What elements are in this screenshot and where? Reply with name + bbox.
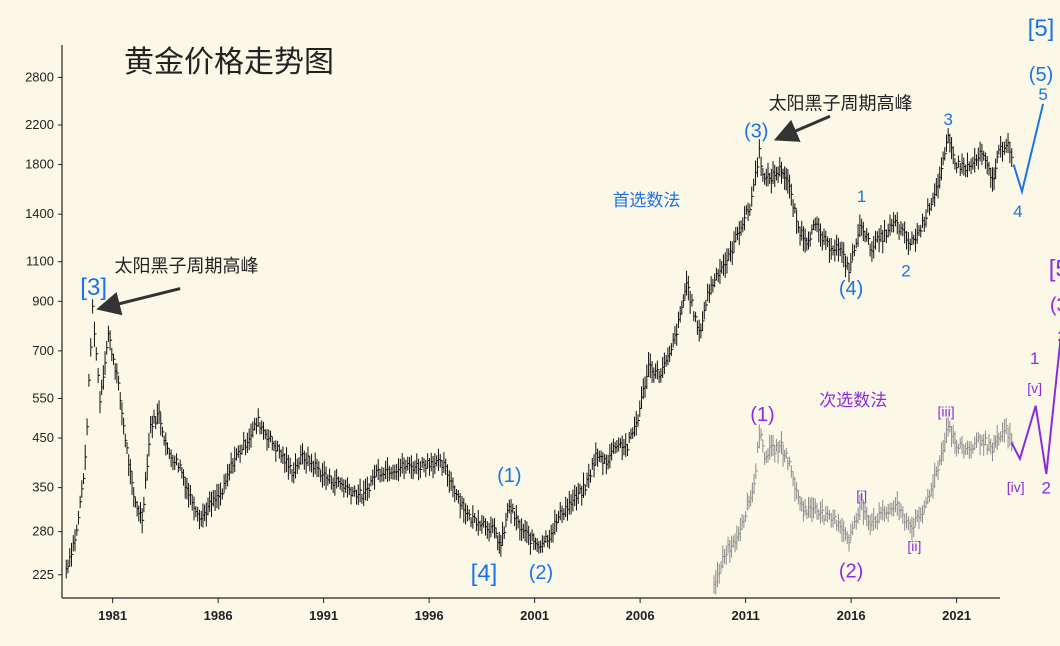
y-tick-label: 350 <box>32 480 54 495</box>
x-tick-label: 1996 <box>415 608 444 623</box>
annotation-label: 太阳黑子周期高峰 <box>769 93 913 114</box>
annotation-label: (4) <box>839 278 863 300</box>
annotation-label: [5] <box>1049 256 1060 283</box>
x-tick-label: 2021 <box>942 608 971 623</box>
annotation-label: 4 <box>1013 202 1022 221</box>
y-tick-label: 450 <box>32 430 54 445</box>
annotation-label: [4] <box>471 560 498 587</box>
x-tick-label: 2016 <box>837 608 866 623</box>
annotation-label: (1) <box>497 465 521 487</box>
projection-line <box>1012 103 1045 196</box>
annotation-label: 5 <box>1038 85 1047 104</box>
annotation-label: [5] <box>1028 15 1055 42</box>
chart-title: 黄金价格走势图 <box>124 45 334 80</box>
annotation-label: (3) <box>744 120 768 142</box>
annotation-label: 3 <box>943 110 952 129</box>
annotation-arrow <box>96 287 181 316</box>
x-ticks-group: 1981 1986 1991 1996 2001 2006 2011 2016 2021 <box>98 598 971 623</box>
y-tick-label: 1400 <box>25 206 54 221</box>
x-tick-label: 1986 <box>204 608 233 623</box>
projection-lines-group <box>1010 103 1060 475</box>
annotation-label: (1) <box>750 404 774 426</box>
y-tick-label: 2800 <box>25 69 54 84</box>
annotation-label: 2 <box>901 262 910 281</box>
arrows-group <box>96 114 831 316</box>
projection-line <box>1010 334 1060 475</box>
annotation-label: 太阳黑子周期高峰 <box>114 256 258 277</box>
y-ticks-group: 225 280 350 450 550 700 900 1100 1400 1800 2200 280… <box>25 69 62 582</box>
annotation-label: [ii] <box>907 538 921 554</box>
y-tick-label: 225 <box>32 567 54 582</box>
x-tick-label: 2011 <box>732 608 760 623</box>
y-tick-label: 1100 <box>26 254 54 269</box>
annotation-label: [iii] <box>938 403 955 419</box>
annotation-label: (5) <box>1029 64 1053 86</box>
annotation-label: (2) <box>529 562 553 584</box>
x-tick-label: 2001 <box>520 608 549 623</box>
y-tick-label: 700 <box>32 343 54 358</box>
annotation-label: 次选数法 <box>819 391 887 411</box>
annotation-label: [v] <box>1027 380 1042 396</box>
y-tick-label: 1800 <box>25 157 54 172</box>
annotation-arrow <box>773 114 831 142</box>
annotation-label: [3] <box>80 274 107 301</box>
x-tick-label: 2006 <box>626 608 655 623</box>
annotation-label: 1 <box>1030 349 1039 368</box>
annotation-label: 首选数法 <box>612 191 680 211</box>
alternate-price-series <box>713 416 1014 595</box>
y-tick-label: 900 <box>32 293 54 308</box>
annotation-label: [iv] <box>1007 479 1025 495</box>
annotation-label: (3) <box>1050 294 1060 316</box>
y-tick-label: 550 <box>32 390 54 405</box>
annotation-label: (2) <box>839 560 863 582</box>
x-tick-label: 1981 <box>98 608 127 623</box>
y-tick-label: 2200 <box>25 117 54 132</box>
x-tick-label: 1991 <box>309 608 338 623</box>
primary-price-series <box>65 128 1014 579</box>
annotation-label: 1 <box>857 187 866 206</box>
annotation-label: [i] <box>856 487 867 503</box>
y-tick-label: 280 <box>32 524 54 539</box>
annotation-label: 3 <box>1057 328 1060 347</box>
price-bars-group <box>65 128 1014 595</box>
annotation-label: 2 <box>1042 478 1051 497</box>
